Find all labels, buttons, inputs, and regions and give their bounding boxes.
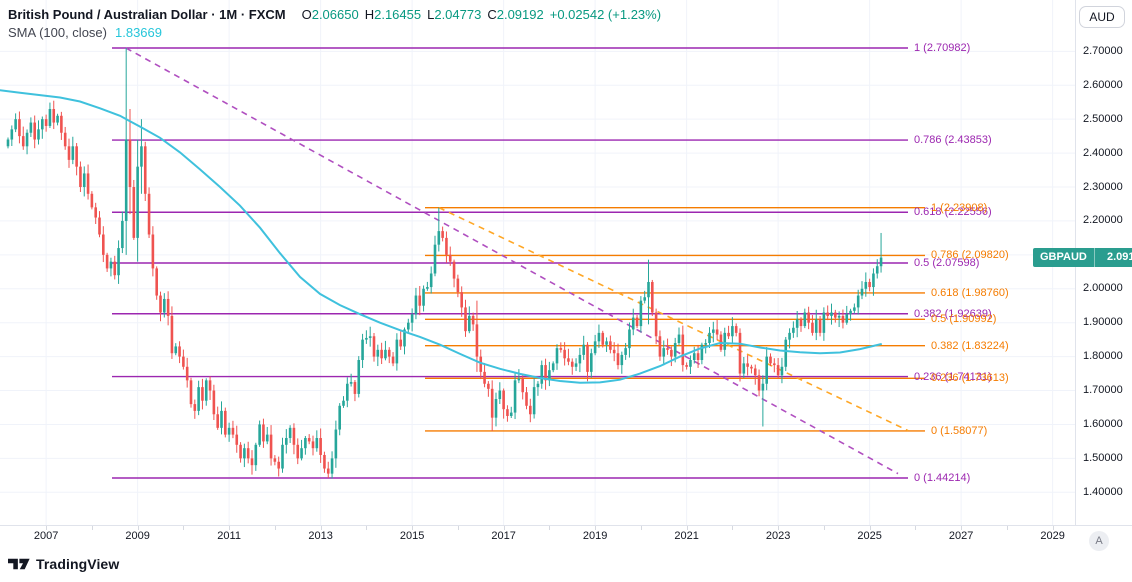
fib-level-label: 0.5 (1.90992)	[931, 313, 997, 326]
time-axis-label: 2029	[1040, 530, 1065, 542]
time-axis-tick	[137, 526, 139, 530]
price-chart-canvas[interactable]	[0, 0, 1075, 525]
symbol-row: British Pound / Australian Dollar · 1M ·…	[8, 6, 661, 24]
time-axis-tick	[46, 526, 48, 530]
time-axis-label: 2027	[948, 530, 974, 542]
currency-toggle-button[interactable]: AUD	[1079, 6, 1125, 28]
open-label: O	[301, 7, 312, 22]
close-label: C	[487, 7, 497, 22]
price-flag-divider	[1093, 248, 1095, 268]
time-axis-tick	[457, 526, 459, 530]
fib-level-label: 0.618 (1.98760)	[931, 286, 1009, 299]
time-axis-tick	[915, 526, 917, 530]
auto-scale-button[interactable]: A	[1089, 531, 1109, 551]
time-axis-tick	[640, 526, 642, 530]
sma-line[interactable]	[0, 89, 882, 384]
fib-level-label: 0 (1.44214)	[914, 471, 971, 484]
time-axis-label: 2007	[33, 530, 59, 542]
time-axis-tick	[366, 526, 368, 530]
time-axis-tick	[91, 526, 93, 530]
fib-level-label: 0.236 (1.74131)	[914, 370, 992, 383]
time-axis-label: 2025	[857, 530, 882, 542]
high-value: 2.16455	[374, 7, 422, 22]
time-axis-tick	[412, 526, 414, 530]
time-axis-tick	[823, 526, 825, 530]
price-axis-label: 1.50000	[1083, 451, 1123, 464]
price-axis-label: 2.60000	[1083, 78, 1123, 91]
time-axis-label: 2017	[491, 530, 516, 542]
fib-level-label: 0.382 (1.92639)	[914, 307, 992, 320]
price-axis-separator	[1075, 0, 1076, 548]
low-label: L	[427, 7, 435, 22]
time-axis-label: 2015	[399, 530, 425, 542]
time-axis-tick	[961, 526, 963, 530]
price-axis-label: 1.80000	[1083, 350, 1123, 363]
time-axis-tick	[778, 526, 780, 530]
price-flag-symbol: GBPAUD	[1040, 251, 1087, 264]
close-value: 2.09192	[496, 7, 544, 22]
trendline-purple-dashed[interactable]	[125, 47, 899, 475]
time-axis-label: 2023	[765, 530, 791, 542]
last-price-flag: GBPAUD 2.09192	[1033, 248, 1132, 268]
price-axis-label: 2.40000	[1083, 146, 1123, 159]
price-axis-label: 2.00000	[1083, 282, 1123, 295]
time-axis-tick	[732, 526, 734, 530]
indicator-row[interactable]: SMA (100, close) 1.83669	[8, 24, 661, 42]
open-value: 2.06650	[311, 7, 359, 22]
fib-level-label: 0.786 (2.43853)	[914, 134, 992, 147]
time-axis-separator	[0, 525, 1132, 526]
chart-legend: British Pound / Australian Dollar · 1M ·…	[8, 6, 661, 42]
time-axis-tick	[274, 526, 276, 530]
time-axis-tick	[229, 526, 231, 530]
time-axis-tick	[1052, 526, 1054, 530]
fib-level-label: 1 (2.23908)	[931, 201, 988, 214]
time-axis-label: 2013	[308, 530, 333, 542]
time-axis-label: 2009	[125, 530, 150, 542]
time-axis[interactable]: 2007 2009 2011 2013 2015 2017 2019 2021 2023 2025…	[0, 526, 1132, 548]
price-axis-label: 2.70000	[1083, 44, 1123, 57]
indicator-value: 1.83669	[115, 25, 162, 40]
time-axis-tick	[1006, 526, 1008, 530]
low-value: 2.04773	[434, 7, 482, 22]
fib-level-label: 0.236 (1.73613)	[931, 372, 1009, 385]
fib-level-label: 0.382 (1.83224)	[931, 339, 1009, 352]
time-axis-label: 2011	[217, 530, 241, 542]
fib-level-label: 1 (2.70982)	[914, 42, 971, 54]
price-axis-label: 2.30000	[1083, 180, 1123, 193]
fib-level-label: 0 (1.58077)	[931, 424, 988, 437]
fib-level-label: 0.786 (2.09820)	[931, 249, 1009, 262]
tradingview-logo-icon	[8, 558, 30, 570]
time-axis-tick	[183, 526, 185, 530]
price-axis-label: 1.70000	[1083, 384, 1123, 397]
time-axis-label: 2019	[582, 530, 608, 542]
time-axis-label: 2021	[674, 530, 699, 542]
time-axis-tick	[320, 526, 322, 530]
high-label: H	[364, 7, 375, 22]
price-axis-label: 2.20000	[1083, 214, 1123, 227]
change-value: +0.02542 (+1.23%)	[549, 7, 662, 22]
time-axis-tick	[869, 526, 871, 530]
price-axis-label: 2.50000	[1083, 112, 1123, 125]
price-axis-label: 1.40000	[1083, 485, 1123, 498]
candlestick-series[interactable]	[6, 48, 883, 479]
time-axis-tick	[595, 526, 597, 530]
fib-retracement-fib-purple[interactable]	[112, 47, 908, 479]
indicator-label: SMA (100, close)	[8, 25, 107, 40]
trendline-orange-dashed[interactable]	[438, 206, 909, 432]
tradingview-logo-text: TradingView	[36, 556, 120, 572]
fib-level-label: 0.5 (2.07598)	[914, 256, 980, 269]
symbol-title[interactable]: British Pound / Australian Dollar · 1M ·…	[8, 7, 286, 22]
chart-pane[interactable]: British Pound / Australian Dollar · 1M ·…	[0, 0, 1075, 525]
time-axis-tick	[549, 526, 551, 530]
price-axis-label: 1.60000	[1083, 417, 1123, 430]
price-axis-label: 1.90000	[1083, 316, 1123, 329]
price-flag-value: 2.09192	[1106, 251, 1132, 264]
time-axis-tick	[503, 526, 505, 530]
time-axis-tick	[686, 526, 688, 530]
tradingview-logo[interactable]: TradingView	[8, 556, 119, 572]
grid	[0, 0, 1075, 525]
fib-level-label: 0.618 (2.22556)	[914, 206, 992, 219]
